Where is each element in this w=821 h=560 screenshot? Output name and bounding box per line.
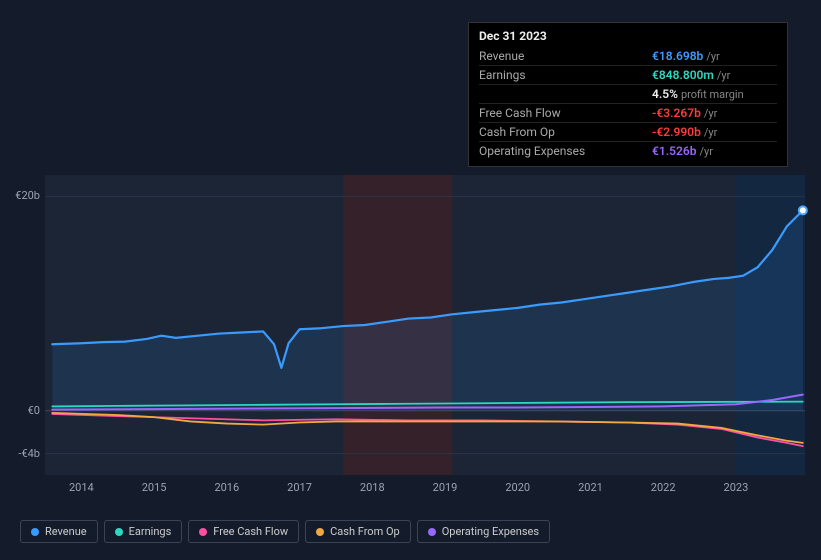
tooltip-subrow: 4.5% profit margin bbox=[479, 85, 777, 104]
tooltip-row-label: Operating Expenses bbox=[479, 142, 612, 161]
tooltip-row: Free Cash Flow-€3.267b/yr bbox=[479, 104, 777, 123]
legend-item-label: Earnings bbox=[129, 525, 172, 538]
legend-item-label: Revenue bbox=[45, 525, 87, 538]
tooltip-table: Revenue€18.698b/yrEarnings€848.800m/yr4.… bbox=[479, 47, 777, 160]
x-axis-label: 2016 bbox=[214, 481, 239, 494]
x-axis-label: 2020 bbox=[505, 481, 530, 494]
chart-tooltip: Dec 31 2023 Revenue€18.698b/yrEarnings€8… bbox=[468, 22, 788, 167]
tooltip-row: Operating Expenses€1.526b/yr bbox=[479, 142, 777, 161]
tooltip-row: Earnings€848.800m/yr bbox=[479, 66, 777, 85]
tooltip-row-value: -€3.267b/yr bbox=[612, 104, 777, 123]
tooltip-row-label: Free Cash Flow bbox=[479, 104, 612, 123]
tooltip-date: Dec 31 2023 bbox=[479, 29, 777, 43]
legend-item[interactable]: Revenue bbox=[20, 520, 98, 543]
legend-dot-icon bbox=[199, 528, 207, 536]
tooltip-row: Revenue€18.698b/yr bbox=[479, 47, 777, 66]
legend-item-label: Operating Expenses bbox=[442, 525, 539, 538]
x-axis-label: 2022 bbox=[651, 481, 676, 494]
tooltip-row-label: Earnings bbox=[479, 66, 612, 85]
y-axis-label: €20b bbox=[0, 189, 40, 202]
legend-item[interactable]: Operating Expenses bbox=[417, 520, 550, 543]
x-axis-label: 2017 bbox=[287, 481, 312, 494]
x-axis-label: 2023 bbox=[724, 481, 749, 494]
x-axis-label: 2018 bbox=[360, 481, 385, 494]
tooltip-row-label: Cash From Op bbox=[479, 123, 612, 142]
financials-chart: Dec 31 2023 Revenue€18.698b/yrEarnings€8… bbox=[0, 0, 821, 560]
legend-item-label: Cash From Op bbox=[330, 525, 400, 538]
legend-item[interactable]: Earnings bbox=[104, 520, 183, 543]
legend-dot-icon bbox=[428, 528, 436, 536]
y-axis-label: -€4b bbox=[0, 447, 40, 460]
y-axis-label: €0 bbox=[0, 404, 40, 417]
legend-item[interactable]: Cash From Op bbox=[305, 520, 411, 543]
x-axis-label: 2015 bbox=[142, 481, 167, 494]
legend-dot-icon bbox=[316, 528, 324, 536]
legend-item-label: Free Cash Flow bbox=[213, 525, 288, 538]
x-axis-label: 2019 bbox=[433, 481, 458, 494]
legend-item[interactable]: Free Cash Flow bbox=[188, 520, 299, 543]
tooltip-row-label: Revenue bbox=[479, 47, 612, 66]
legend-dot-icon bbox=[115, 528, 123, 536]
tooltip-row-value: -€2.990b/yr bbox=[612, 123, 777, 142]
x-axis-label: 2014 bbox=[69, 481, 94, 494]
tooltip-row-value: €18.698b/yr bbox=[612, 47, 777, 66]
legend-dot-icon bbox=[31, 528, 39, 536]
chart-legend: Revenue Earnings Free Cash Flow Cash From O… bbox=[20, 520, 550, 543]
tooltip-row-value: €1.526b/yr bbox=[612, 142, 777, 161]
tooltip-row: Cash From Op-€2.990b/yr bbox=[479, 123, 777, 142]
tooltip-row-value: €848.800m/yr bbox=[612, 66, 777, 85]
x-axis-label: 2021 bbox=[578, 481, 603, 494]
